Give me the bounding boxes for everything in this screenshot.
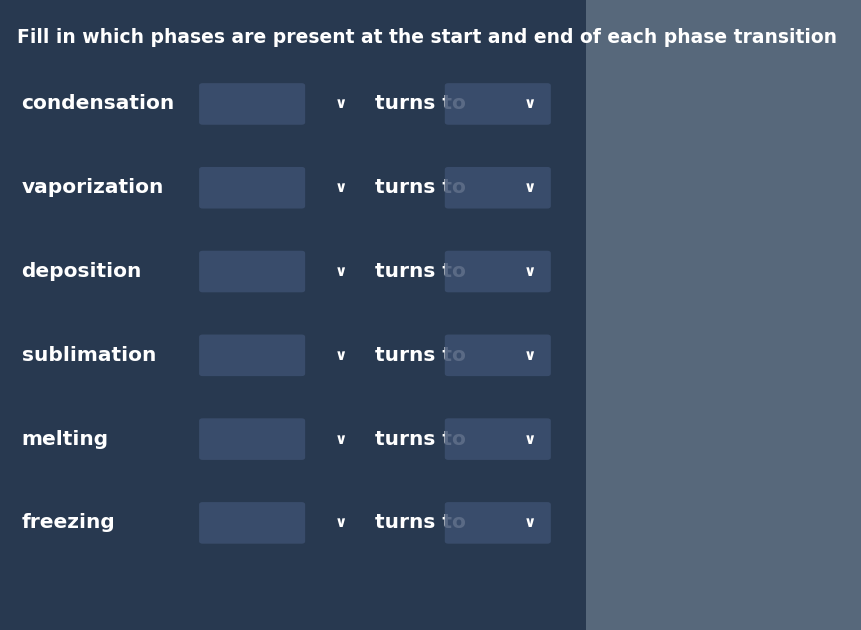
FancyBboxPatch shape [444, 335, 550, 376]
Text: ∨: ∨ [523, 515, 535, 530]
FancyBboxPatch shape [199, 83, 305, 125]
FancyBboxPatch shape [444, 83, 550, 125]
Text: turns to: turns to [375, 430, 465, 449]
FancyBboxPatch shape [199, 502, 305, 544]
FancyBboxPatch shape [444, 502, 550, 544]
FancyBboxPatch shape [199, 251, 305, 292]
Text: deposition: deposition [22, 262, 142, 281]
Text: Fill in which phases are present at the start and end of each phase transition: Fill in which phases are present at the … [17, 28, 836, 47]
Text: turns to: turns to [375, 513, 465, 532]
Text: ∨: ∨ [334, 180, 346, 195]
Bar [585, 0, 861, 630]
Text: ∨: ∨ [523, 96, 535, 112]
Text: turns to: turns to [375, 94, 465, 113]
Text: condensation: condensation [22, 94, 175, 113]
Text: turns to: turns to [375, 262, 465, 281]
Text: ∨: ∨ [523, 348, 535, 363]
Text: vaporization: vaporization [22, 178, 164, 197]
Text: turns to: turns to [375, 178, 465, 197]
FancyBboxPatch shape [444, 251, 550, 292]
Text: ∨: ∨ [334, 96, 346, 112]
Text: ∨: ∨ [523, 432, 535, 447]
FancyBboxPatch shape [199, 335, 305, 376]
Text: sublimation: sublimation [22, 346, 156, 365]
FancyBboxPatch shape [199, 167, 305, 209]
FancyBboxPatch shape [444, 167, 550, 209]
Text: ∨: ∨ [334, 348, 346, 363]
FancyBboxPatch shape [199, 418, 305, 460]
Text: ∨: ∨ [334, 515, 346, 530]
Text: ∨: ∨ [334, 432, 346, 447]
Text: ∨: ∨ [523, 264, 535, 279]
FancyBboxPatch shape [444, 418, 550, 460]
Text: ∨: ∨ [523, 180, 535, 195]
Text: ∨: ∨ [334, 264, 346, 279]
Text: melting: melting [22, 430, 108, 449]
Bar [0, 0, 585, 630]
Text: turns to: turns to [375, 346, 465, 365]
Text: freezing: freezing [22, 513, 115, 532]
